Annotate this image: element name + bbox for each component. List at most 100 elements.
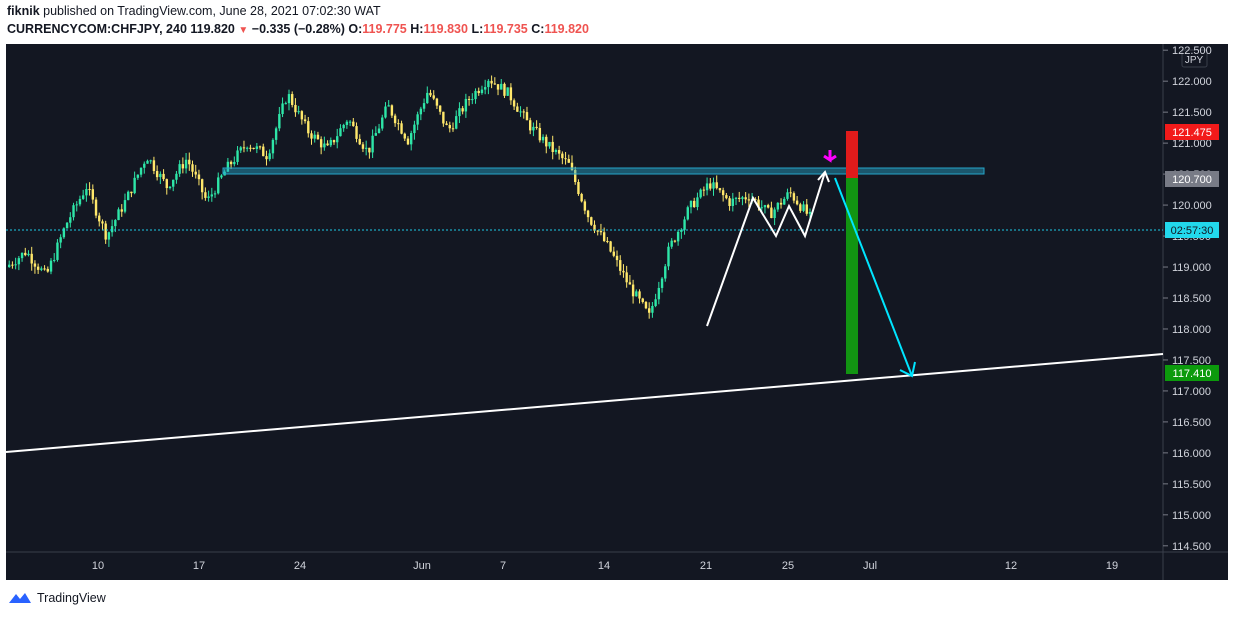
candle-body (168, 186, 172, 189)
candle-body (200, 179, 204, 193)
x-tick-label: 17 (193, 560, 205, 572)
tradingview-footer[interactable]: TradingView (8, 591, 106, 605)
candle-body (81, 195, 85, 199)
candle-body (178, 164, 181, 174)
ascending-trendline[interactable] (6, 353, 1164, 453)
candle-body (738, 197, 741, 199)
candle-body (326, 143, 329, 146)
zigzag-projection[interactable] (706, 171, 826, 327)
candle-body (416, 114, 419, 125)
y-tick-label: 118.500 (1172, 293, 1211, 305)
countdown-label: 02:57:30 (1171, 225, 1214, 237)
candle-body (242, 147, 246, 149)
candle-body (249, 147, 252, 149)
candle-body (78, 198, 82, 205)
candle-body (265, 156, 268, 160)
candle-body (107, 232, 111, 240)
candle-body (622, 270, 625, 273)
x-tick-label: 7 (500, 560, 506, 572)
y-tick-label: 116.000 (1172, 448, 1211, 460)
last-price: 119.820 (190, 22, 235, 36)
candle-body (194, 171, 197, 175)
symbol-info: CURRENCYCOM:CHFJPY, 240 119.820 ▼ −0.335… (7, 22, 589, 36)
candle-body (191, 164, 194, 172)
candle-body (612, 251, 616, 256)
candle-body (175, 173, 178, 180)
candle-body (487, 80, 490, 88)
candle-body (593, 224, 596, 231)
candle-body (220, 175, 223, 178)
candle-body (693, 200, 696, 208)
candle-body (795, 200, 799, 205)
candle-body (14, 264, 17, 266)
candle-body (236, 150, 239, 162)
candle-body (731, 198, 734, 206)
candle-body (786, 192, 789, 199)
candle-body (291, 94, 294, 105)
candle-body (609, 241, 612, 252)
y-tick-label: 115.500 (1172, 479, 1211, 491)
publish-info: fiknik published on TradingView.com, Jun… (7, 4, 381, 18)
candle-body (94, 199, 98, 216)
y-tick-label: 118.000 (1172, 324, 1211, 336)
candle-body (615, 255, 619, 261)
candle-body (33, 263, 37, 267)
candle-body (744, 197, 747, 200)
candle-body (545, 136, 548, 147)
y-tick-label: 116.500 (1172, 417, 1211, 429)
candle-body (143, 163, 146, 168)
author-name[interactable]: fiknik (7, 4, 40, 18)
candle-body (345, 121, 349, 125)
candle-body (368, 147, 371, 153)
candle-body (262, 146, 265, 157)
candle-body (509, 87, 513, 101)
candle-body (101, 221, 104, 224)
candle-body (287, 94, 291, 104)
price-axis[interactable]: 122.500122.000121.500121.000120.500120.0… (1163, 45, 1212, 553)
candle-body (567, 159, 570, 163)
price-chart[interactable]: JPY 122.500122.000121.500121.000120.5001… (6, 44, 1228, 580)
candle-body (146, 160, 149, 164)
time-axis[interactable]: 10 17 24 Jun 7 14 21 25 Jul 12 19 (92, 560, 1118, 572)
candle-body (438, 105, 442, 112)
candle-body (229, 161, 233, 165)
candle-body (213, 193, 217, 195)
open-label: O: (348, 22, 363, 36)
stop-loss-zone[interactable] (846, 131, 858, 178)
candle-body (442, 111, 445, 124)
candle-body (316, 134, 320, 140)
candle-body (274, 128, 278, 140)
candle-body (139, 167, 143, 175)
candle-body (159, 173, 162, 178)
candle-body (474, 90, 477, 100)
candle-body (130, 191, 133, 194)
publish-text: published on TradingView.com, June 28, 2… (43, 4, 381, 18)
candle-body (705, 183, 709, 191)
target-price-label: 117.410 (1173, 368, 1212, 380)
price-change: −0.335 (−0.28%) (251, 22, 345, 36)
candle-body (503, 83, 506, 96)
symbol-name: CURRENCYCOM:CHFJPY, 240 (7, 22, 187, 36)
candle-body (361, 144, 365, 149)
candle-body (62, 228, 66, 238)
candle-body (429, 92, 432, 96)
x-tick-label: 19 (1106, 560, 1118, 572)
take-profit-zone[interactable] (846, 178, 858, 374)
candle-body (43, 268, 46, 270)
y-tick-label: 121.000 (1172, 138, 1212, 150)
candle-body (258, 146, 262, 148)
target-projection-line[interactable] (834, 177, 913, 377)
candle-body (532, 126, 535, 131)
candle-body (654, 299, 657, 307)
candle-body (570, 162, 574, 171)
candle-body (754, 199, 757, 201)
candle-body (20, 252, 24, 259)
candle-body (580, 193, 583, 202)
chart-background (6, 44, 1228, 580)
candle-body (808, 212, 812, 214)
candle-body (548, 141, 551, 147)
candle-body (181, 164, 185, 169)
resistance-zone[interactable] (222, 167, 985, 175)
candle-body (564, 158, 567, 160)
candle-body (8, 264, 11, 268)
